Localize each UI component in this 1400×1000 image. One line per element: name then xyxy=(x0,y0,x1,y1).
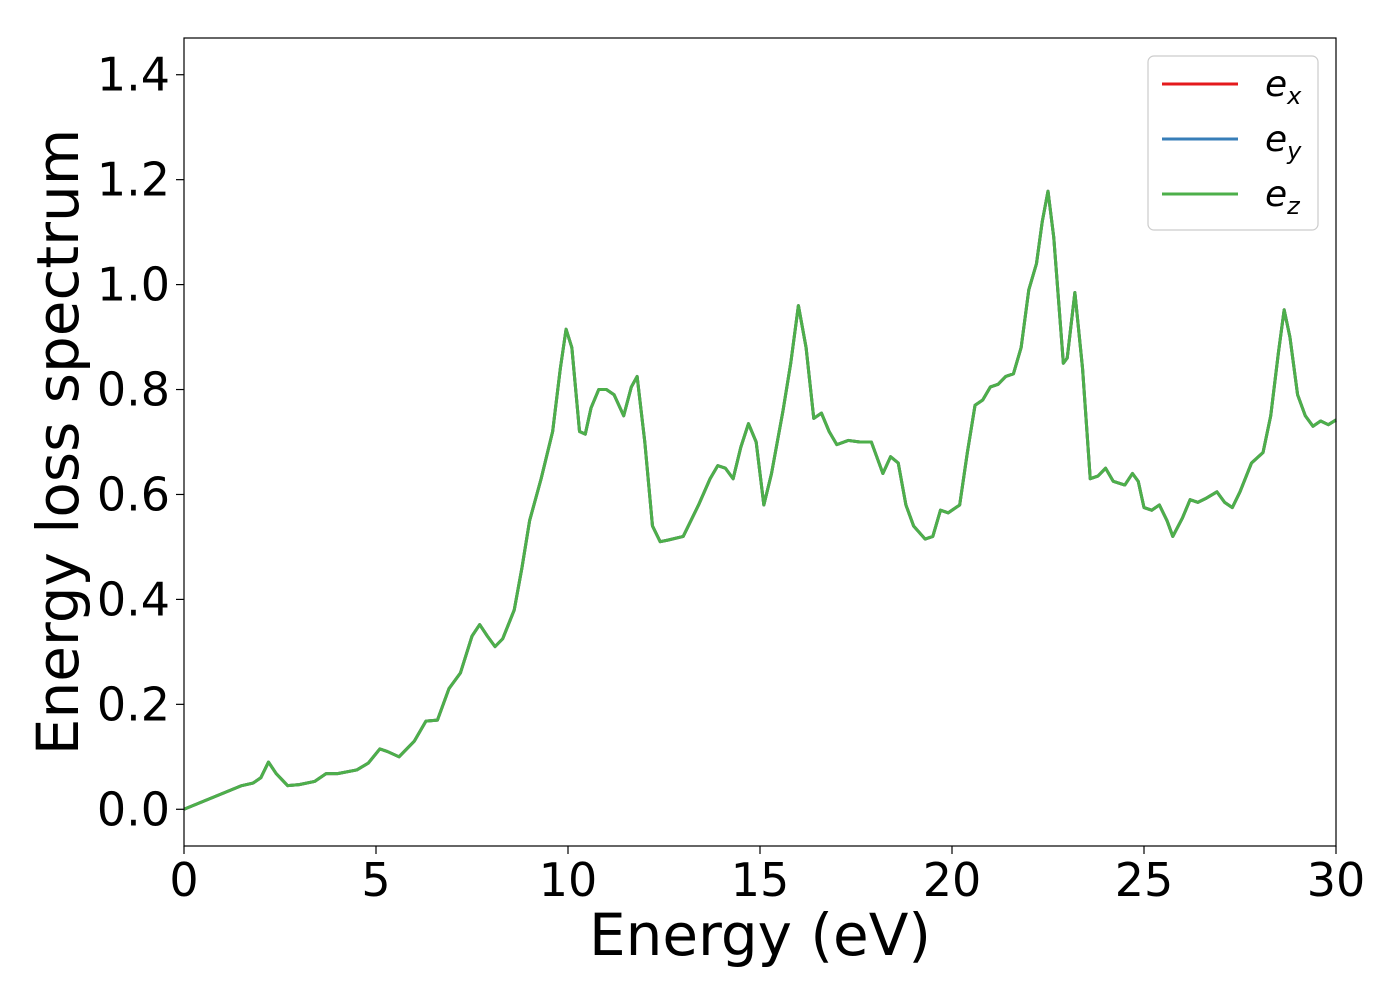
plot-frame xyxy=(183,37,1337,847)
y-tick-label: 0.8 xyxy=(97,363,170,417)
x-tick-label: 20 xyxy=(923,853,982,907)
plot-background xyxy=(184,38,1336,846)
x-tick-label: 0 xyxy=(169,853,198,907)
y-axis-label: Energy loss spectrum xyxy=(24,129,92,755)
legend-label-e-x: ex xyxy=(1265,64,1302,110)
x-tick-label: 15 xyxy=(731,853,790,907)
legend: ex ey ez xyxy=(1147,55,1319,231)
y-tick-label: 1.4 xyxy=(97,48,170,102)
y-tick-label: 1.2 xyxy=(97,153,170,207)
legend-frame xyxy=(1147,55,1319,231)
y-tick-label: 0.6 xyxy=(97,467,170,521)
y-tick-label: 0.2 xyxy=(97,677,170,731)
y-tick-label: 1.0 xyxy=(97,258,170,312)
x-axis-label: Energy (eV) xyxy=(589,901,931,969)
x-tick-label: 10 xyxy=(539,853,598,907)
y-axis-ticks: 0.0 0.2 0.4 0.6 0.8 1.0 1.2 1.4 xyxy=(97,48,184,836)
series-lines xyxy=(183,189,1337,811)
series-line-e-z xyxy=(183,189,1337,811)
x-tick-label: 5 xyxy=(361,853,390,907)
y-tick-label: 0.4 xyxy=(97,572,170,626)
y-tick-label: 0.0 xyxy=(97,782,170,836)
x-tick-label: 30 xyxy=(1307,853,1366,907)
x-tick-label: 25 xyxy=(1115,853,1174,907)
legend-label-e-y: ey xyxy=(1265,119,1302,165)
x-axis-ticks: 0 5 10 15 20 25 30 xyxy=(169,846,1365,907)
legend-label-e-z: ez xyxy=(1265,174,1301,220)
